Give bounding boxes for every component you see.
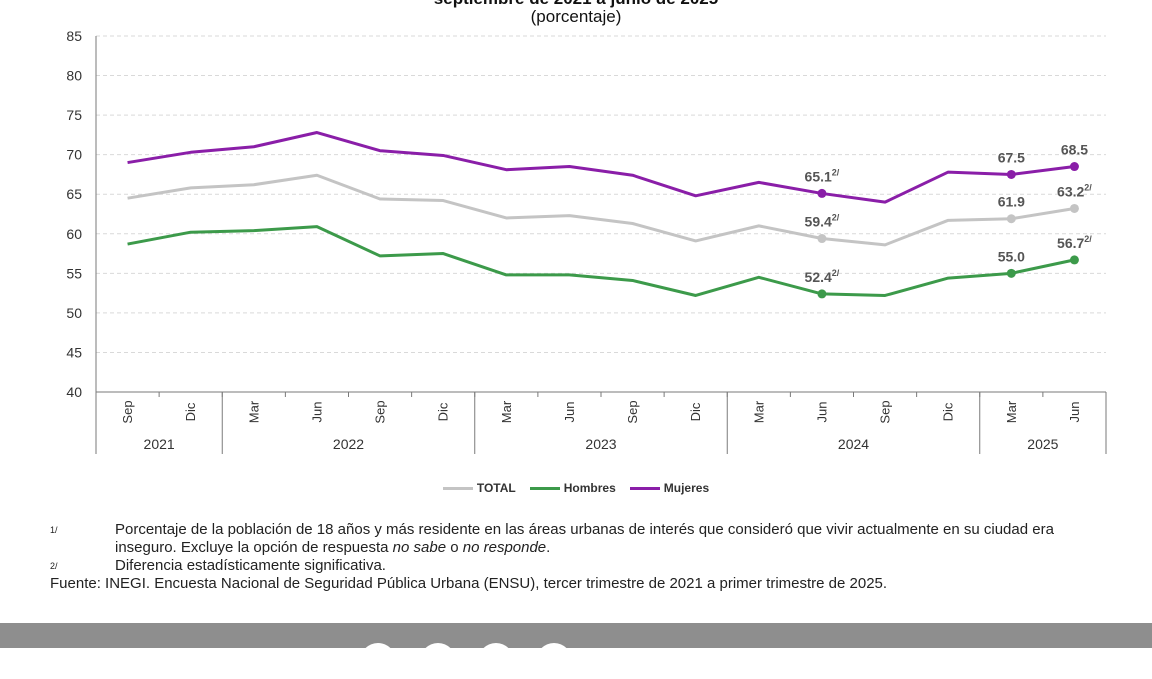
data-label: 67.5 — [998, 149, 1025, 165]
legend-item-total: TOTAL — [442, 481, 516, 495]
share-icon[interactable] — [420, 643, 456, 679]
x-tick-label: Dic — [436, 402, 451, 421]
chart-subtitle: (porcentaje) — [530, 7, 622, 26]
share-icon[interactable] — [360, 643, 396, 679]
legend-label-total: TOTAL — [476, 481, 516, 495]
x-tick-label: Jun — [814, 402, 829, 423]
y-tick-label: 70 — [66, 147, 82, 163]
footer-bar — [0, 623, 1152, 679]
data-label: 56.72/ — [1057, 234, 1092, 251]
x-tick-label: Sep — [373, 400, 388, 423]
year-label: 2021 — [144, 436, 175, 452]
x-tick-label: Sep — [625, 400, 640, 423]
footnote-mark: 1/ — [50, 525, 58, 535]
legend-swatch-mujeres — [629, 486, 660, 490]
data-label: 59.42/ — [805, 213, 840, 230]
series-line-hombres — [127, 225, 1075, 297]
year-label: 2025 — [1027, 436, 1058, 452]
data-label: 61.9 — [998, 194, 1025, 210]
x-tick-label: Mar — [1004, 400, 1019, 423]
footnote-text-part: . — [546, 539, 551, 556]
chart-legend: TOTAL Hombres Mujeres — [0, 481, 1152, 495]
x-tick-label: Mar — [751, 400, 766, 423]
x-tick-label: Jun — [309, 402, 324, 423]
legend-label-mujeres: Mujeres — [663, 481, 710, 495]
share-icon[interactable] — [478, 643, 514, 679]
source-note: Fuente: INEGI. Encuesta Nacional de Segu… — [50, 575, 888, 592]
y-tick-label: 80 — [66, 68, 82, 84]
y-tick-label: 55 — [66, 265, 82, 281]
y-tick-label: 85 — [66, 28, 82, 44]
x-tick-label: Sep — [878, 400, 893, 423]
x-tick-label: Mar — [246, 400, 261, 423]
year-label: 2022 — [333, 436, 364, 452]
footnote-italic: no sabe — [392, 539, 447, 556]
footnote-mark: 2/ — [50, 561, 58, 571]
data-point-marker — [1006, 268, 1016, 278]
data-label: 65.12/ — [805, 167, 840, 184]
data-point-marker — [1069, 203, 1079, 213]
year-label: 2023 — [585, 436, 616, 452]
footnote-text: Diferencia estadísticamente significativ… — [115, 557, 386, 574]
data-label: 68.5 — [1061, 142, 1088, 158]
data-point-marker — [1069, 162, 1079, 172]
footnote-1: 1/ Porcentaje de la población de 18 años… — [50, 521, 1110, 557]
y-tick-label: 45 — [66, 344, 82, 360]
chart-title: septiembre de 2021 a junio de 2025 — [0, 0, 1152, 9]
data-point-marker — [817, 188, 827, 198]
legend-swatch-hombres — [529, 486, 560, 490]
data-point-marker — [817, 289, 827, 299]
footnotes: 1/ Porcentaje de la población de 18 años… — [50, 521, 1110, 593]
x-tick-label: Jun — [562, 402, 577, 423]
data-point-marker — [817, 234, 827, 244]
y-tick-label: 75 — [66, 107, 82, 123]
x-tick-label: Mar — [499, 400, 514, 423]
legend-swatch-total — [442, 486, 473, 490]
footnote-italic: no responde — [462, 539, 547, 556]
x-tick-label: Dic — [688, 402, 703, 421]
data-point-marker — [1069, 255, 1079, 265]
x-tick-label: Sep — [120, 400, 135, 423]
footnote-text-part: Porcentaje de la población de 18 años y … — [115, 521, 1054, 556]
series-line-mujeres — [127, 131, 1075, 204]
legend-label-hombres: Hombres — [563, 481, 616, 495]
data-point-marker — [1006, 214, 1016, 224]
line-chart: 40 45 50 55 60 65 70 75 80 85 Sep Dic Mar Jun Sep Dic Ma… — [66, 28, 1107, 454]
y-tick-label: 65 — [66, 186, 82, 202]
legend-item-hombres: Hombres — [529, 481, 616, 495]
x-tick-label: Dic — [941, 402, 956, 421]
data-label: 63.22/ — [1057, 182, 1092, 199]
y-tick-label: 60 — [66, 226, 82, 242]
data-point-marker — [1006, 169, 1016, 179]
legend-item-mujeres: Mujeres — [629, 481, 710, 495]
footnote-text-part: o — [446, 539, 463, 556]
y-tick-label: 50 — [66, 305, 82, 321]
data-label: 52.42/ — [805, 268, 840, 285]
share-icon[interactable] — [536, 643, 572, 679]
year-label: 2024 — [838, 436, 869, 452]
data-label: 55.0 — [998, 248, 1025, 264]
footnote-text: Porcentaje de la población de 18 años y … — [115, 521, 1110, 557]
x-tick-label: Dic — [183, 402, 198, 421]
x-tick-label: Jun — [1067, 402, 1082, 423]
footnote-2: 2/ Diferencia estadísticamente significa… — [50, 557, 1110, 575]
series-line-total — [127, 173, 1075, 247]
y-tick-label: 40 — [66, 384, 82, 400]
